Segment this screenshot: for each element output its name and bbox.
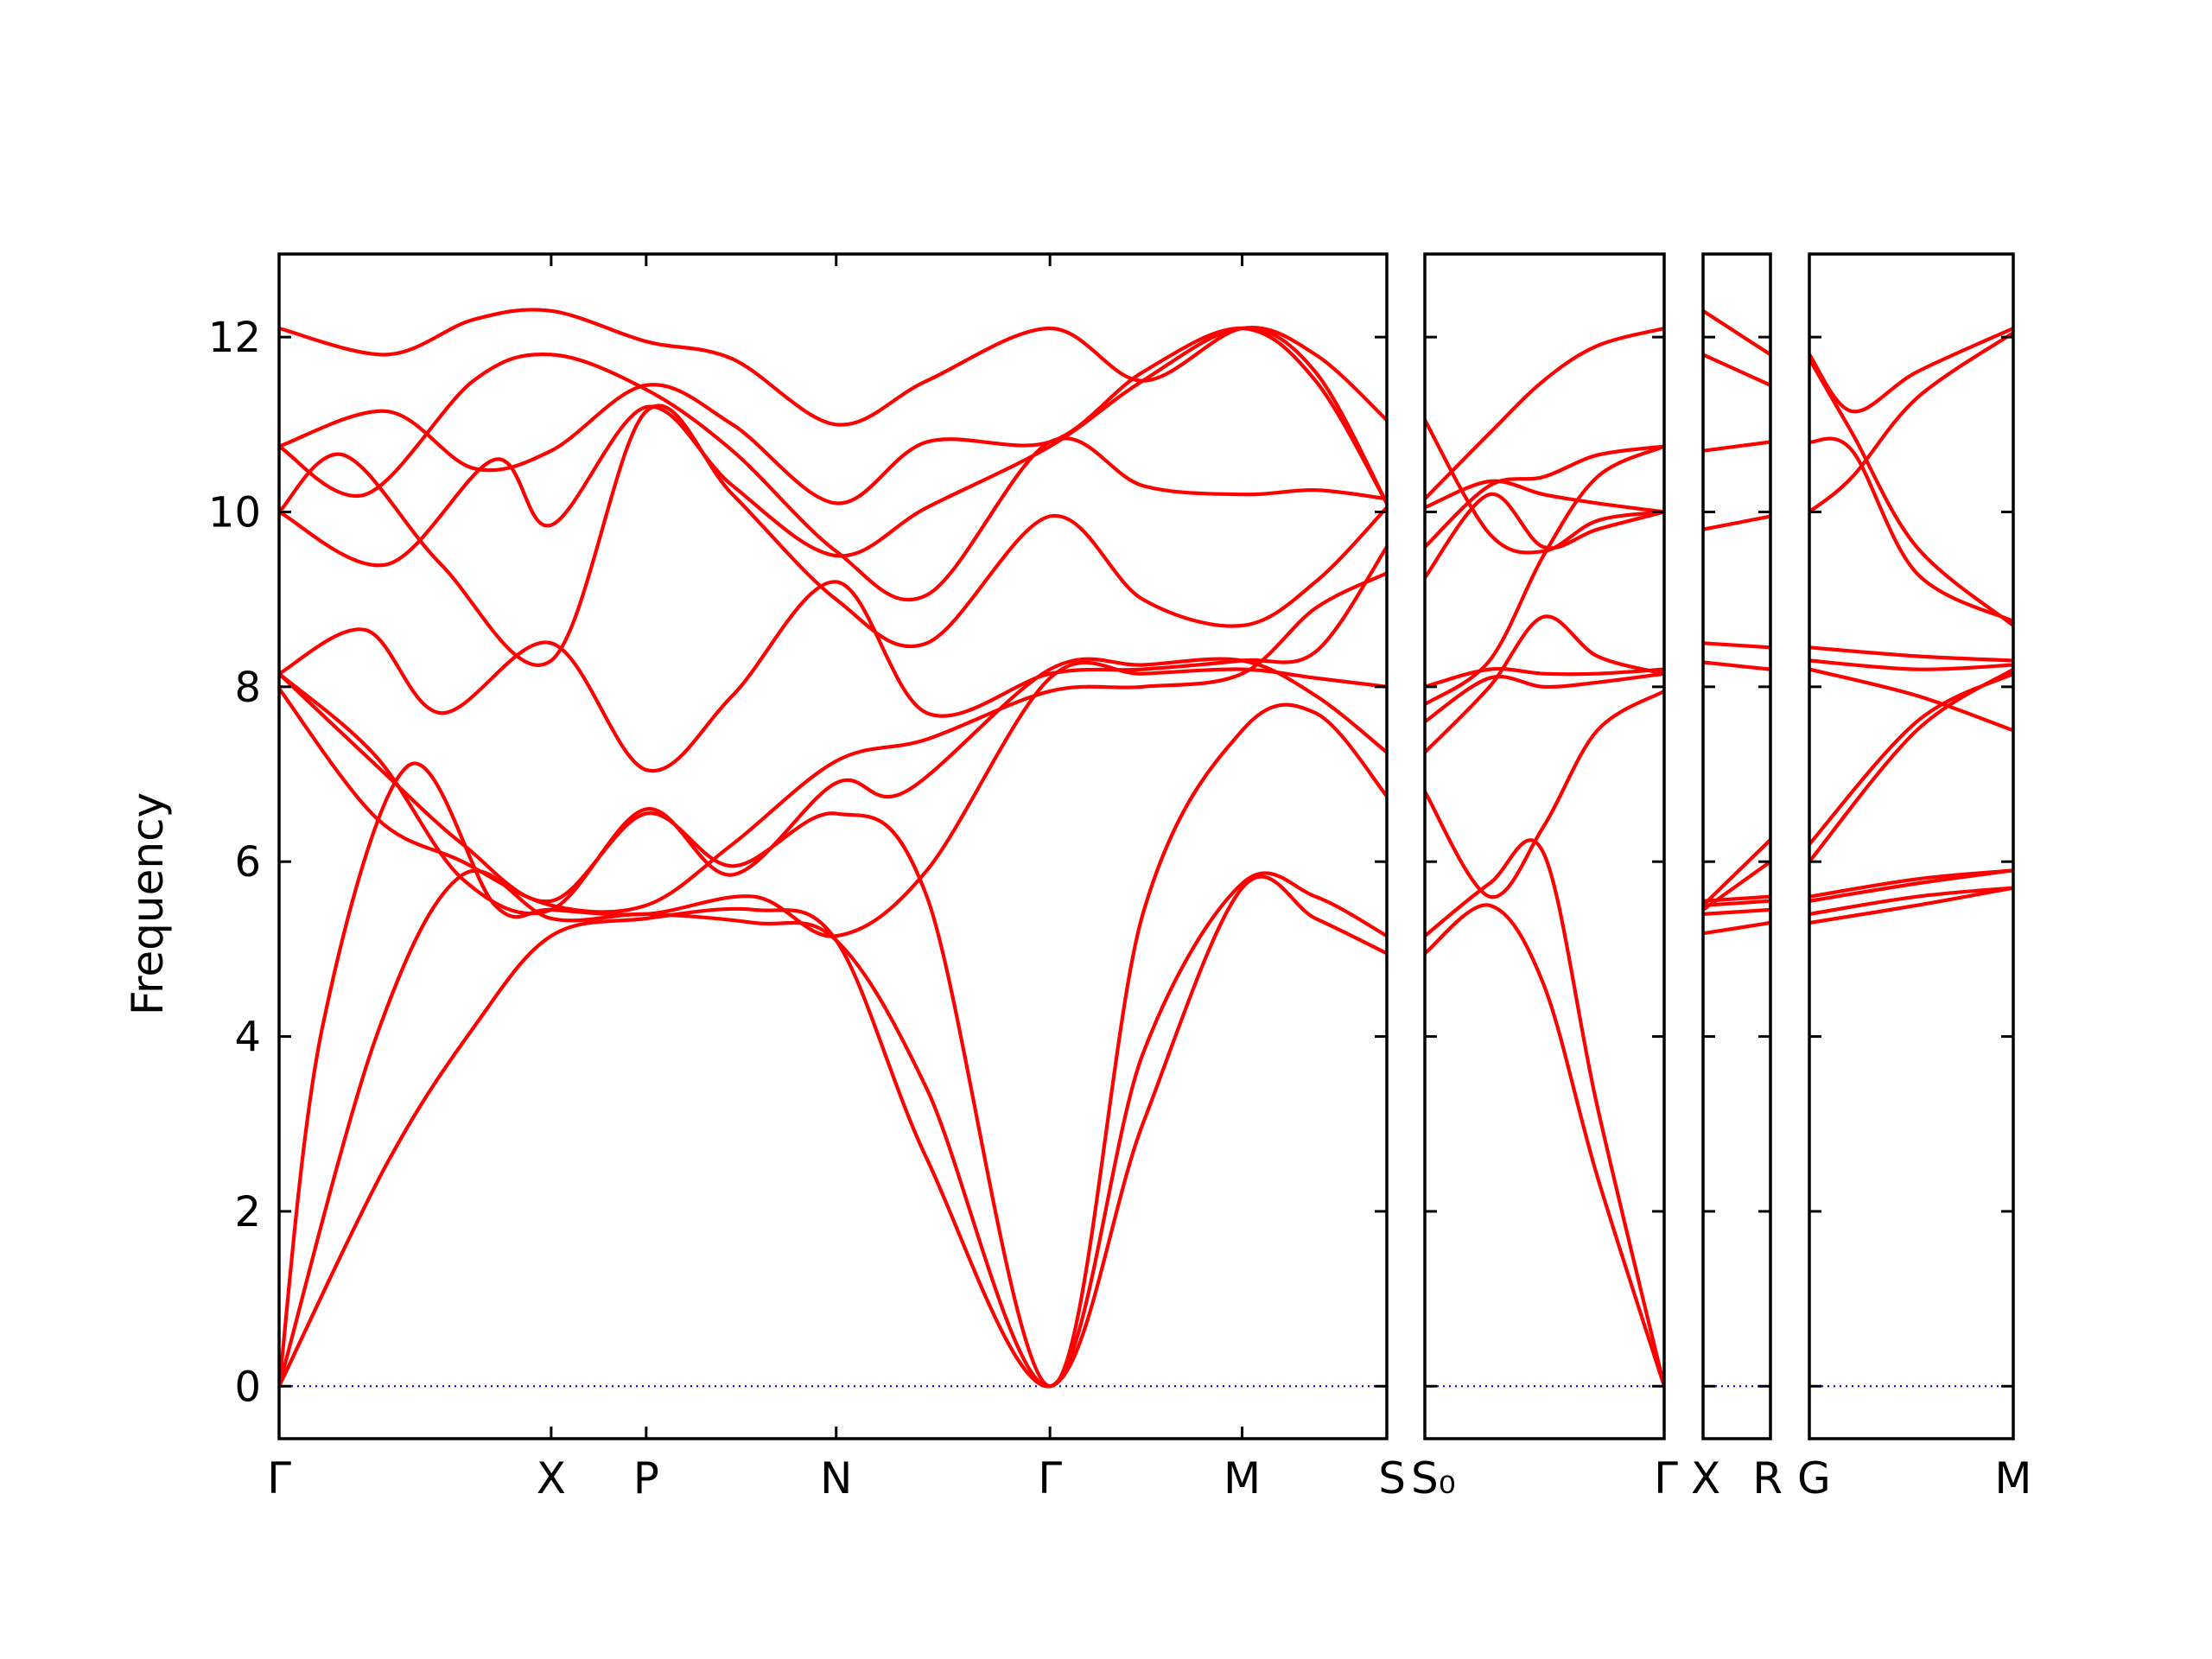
- phonon-branch: [1809, 868, 2013, 899]
- k-point-label: Γ: [267, 1453, 291, 1503]
- k-point-label: S: [1378, 1453, 1406, 1503]
- phonon-branch: [1425, 326, 1664, 501]
- phonon-branch: [1425, 418, 1664, 555]
- phonon-branch: [279, 657, 1387, 916]
- axis-ticks: [1701, 254, 1772, 1439]
- phonon-branch: [1425, 444, 1664, 550]
- phonon-branch: [279, 868, 1387, 1389]
- phonon-branch: [1809, 671, 2013, 847]
- phonon-branch: [1809, 645, 2013, 663]
- phonon-branch: [1425, 671, 1664, 724]
- phonon-branch: [1703, 440, 1770, 453]
- y-tick-label: 2: [234, 1188, 261, 1236]
- panel-frame: [277, 252, 1389, 1440]
- phonon-branch: [1425, 614, 1664, 754]
- k-point-labels: S₀ Γ: [1411, 1453, 1678, 1503]
- k-point-label: Γ: [1654, 1453, 1678, 1503]
- phonon-branch: [1703, 860, 1770, 912]
- y-tick-label: 8: [234, 664, 261, 712]
- panel-frame: [1423, 252, 1666, 1440]
- phonon-branch: [279, 874, 1387, 1389]
- phonon-branch: [1425, 444, 1664, 707]
- phonon-branch: [279, 353, 1387, 602]
- phonon-branch: [1425, 838, 1664, 1389]
- k-point-label: R: [1752, 1453, 1783, 1503]
- phonon-branch: [1703, 514, 1770, 531]
- phonon-branch: [279, 660, 1387, 1389]
- phonon-branch: [279, 571, 1387, 914]
- k-point-label: S₀: [1411, 1453, 1456, 1503]
- phonon-branch: [1703, 920, 1770, 936]
- band-panel: S₀ Γ: [1411, 252, 1678, 1503]
- k-point-label: X: [537, 1453, 566, 1503]
- phonon-branch: [279, 326, 1387, 505]
- phonon-branch: [1809, 331, 2013, 514]
- panel-frame: [1808, 252, 2015, 1440]
- phonon-branch: [1809, 326, 2013, 414]
- phonon-branch: [279, 544, 1387, 773]
- phonon-branch: [1703, 353, 1770, 387]
- k-point-label: G: [1797, 1453, 1831, 1503]
- phonon-branch: [1809, 357, 2013, 628]
- phonon-branch: [1809, 658, 2013, 671]
- phonon-branch: [1809, 667, 2013, 864]
- phonon-branch: [1703, 907, 1770, 916]
- phonon-branch: [1809, 667, 2013, 733]
- y-tick-label: 6: [234, 838, 261, 887]
- axis-ticks: [1423, 254, 1666, 1439]
- y-tick-label: 12: [208, 314, 261, 362]
- axis-ticks: [1808, 254, 2015, 1439]
- y-tick-label: 4: [234, 1014, 261, 1062]
- phonon-branch: [1809, 436, 2013, 624]
- k-point-label: P: [633, 1453, 659, 1503]
- phonon-branch: [1703, 641, 1770, 650]
- phonon-branch: [1809, 886, 2013, 925]
- phonon-branch: [279, 326, 1387, 568]
- band-panels: Γ X P N Γ M S S₀ Γ X R G M: [267, 252, 2032, 1503]
- phonon-branch: [1425, 689, 1664, 899]
- phonon-branches: [279, 308, 1387, 1389]
- k-point-label: Γ: [1038, 1453, 1062, 1503]
- axis-ticks: [277, 254, 1389, 1439]
- phonon-branch: [1425, 493, 1664, 580]
- phonon-branches: [1703, 308, 1770, 936]
- phonon-branch: [279, 671, 1387, 1389]
- phonon-branch: [1425, 903, 1664, 1389]
- phonon-branch: [279, 308, 1387, 427]
- phonon-branches: [1425, 326, 1664, 1389]
- phonon-branch: [1703, 308, 1770, 357]
- k-point-label: M: [1994, 1453, 2031, 1503]
- phonon-branch: [1703, 660, 1770, 671]
- phonon-branch: [279, 404, 1387, 667]
- k-point-label: M: [1224, 1453, 1261, 1503]
- phonon-branch: [1425, 479, 1664, 514]
- y-tick-label: 10: [208, 489, 261, 537]
- panel-frame: [1701, 252, 1772, 1440]
- phonon-branch: [1703, 837, 1770, 907]
- phonon-branches: [1809, 326, 2013, 925]
- y-axis-tick-labels: 0 2 4 6 8 10 12: [208, 314, 261, 1411]
- phonon-branch: [1425, 666, 1664, 689]
- y-axis-title: Frequency: [123, 792, 173, 1015]
- k-point-label: N: [820, 1453, 852, 1503]
- phonon-branch: [1809, 886, 2013, 916]
- k-point-label: X: [1691, 1453, 1720, 1503]
- y-tick-label: 0: [234, 1363, 261, 1411]
